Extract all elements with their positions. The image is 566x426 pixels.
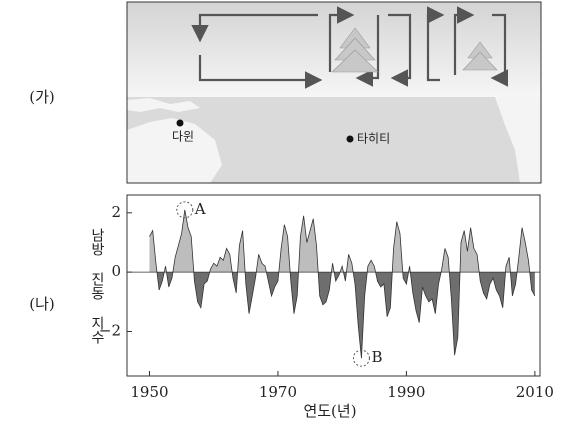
x-tick-label: 1990 xyxy=(387,383,425,401)
land xyxy=(495,97,541,183)
x-tick-label: 1950 xyxy=(130,383,168,401)
place-dot xyxy=(346,135,354,143)
line xyxy=(149,209,536,359)
panel-label: (나) xyxy=(29,295,55,313)
y-tick-label: −2 xyxy=(99,321,121,339)
arrow xyxy=(453,6,475,75)
land xyxy=(127,118,222,183)
plot-frame xyxy=(126,194,541,377)
panel-label: (가) xyxy=(29,88,55,106)
x-tick-label: 2010 xyxy=(516,383,554,401)
annotation-label: A xyxy=(194,200,206,218)
area xyxy=(149,209,535,359)
arrow xyxy=(355,15,380,87)
annotation-circle xyxy=(176,201,194,219)
arrow xyxy=(426,6,445,82)
place-label: 타히티 xyxy=(357,132,390,146)
walker-diagram: 다윈 타히티 xyxy=(126,1,542,184)
place-label: 다윈 xyxy=(172,130,194,144)
annotation-label: B xyxy=(371,348,382,366)
y-tick-label: 2 xyxy=(111,203,121,221)
land xyxy=(127,98,200,112)
x-axis-label: 연도(년) xyxy=(303,402,356,420)
place-dot xyxy=(176,119,184,127)
diagram-frame xyxy=(126,1,542,184)
arrow xyxy=(191,13,318,43)
arrow xyxy=(198,55,323,89)
y-tick-label: 0 xyxy=(111,262,121,280)
x-tick-label: 1970 xyxy=(259,383,297,401)
annotation-circle xyxy=(352,349,370,367)
arrow xyxy=(328,6,355,72)
arrow xyxy=(388,13,412,87)
arrow xyxy=(490,13,509,87)
y-axis-label: 남방 진동 지수 xyxy=(89,228,105,344)
cloud xyxy=(331,27,498,73)
